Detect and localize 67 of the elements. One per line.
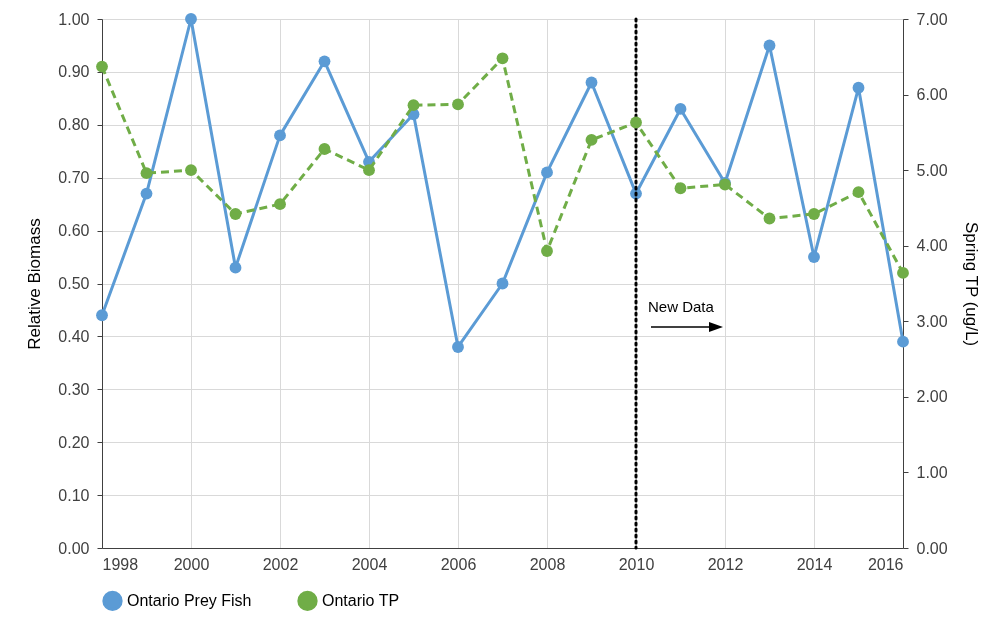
point: [674, 182, 687, 195]
point: [274, 198, 286, 211]
point: [185, 13, 197, 25]
y-tick-label: 0.70: [58, 169, 90, 187]
y2-tick-label: 1.00: [916, 463, 948, 481]
point: [96, 309, 108, 322]
y2-tick-label: 0.00: [916, 539, 948, 557]
y2-tick-label: 2.00: [916, 388, 948, 406]
x-tick-label: 2012: [707, 555, 744, 573]
point: [852, 81, 865, 94]
point: [407, 99, 420, 112]
y2-tick-label: 4.00: [916, 237, 948, 255]
y-tick-label: 0.80: [58, 116, 90, 134]
point: [140, 167, 153, 180]
point: [452, 341, 464, 353]
y-axis-title: Relative Biomass: [25, 218, 45, 350]
point: [897, 335, 909, 348]
point: [585, 134, 598, 146]
y-tick-label: 0.10: [58, 486, 90, 504]
point: [541, 245, 553, 257]
point: [496, 52, 509, 65]
x-tick-label: 2010: [618, 555, 655, 573]
point: [808, 251, 820, 263]
y-tick-label: 0.60: [58, 222, 90, 240]
y-tick-label: 0.90: [58, 63, 90, 81]
annotation: New Data: [648, 298, 715, 315]
x-tick-label: 2016: [867, 555, 904, 573]
point: [808, 208, 820, 220]
point: [96, 60, 108, 73]
y-tick-label: 0.20: [58, 433, 90, 451]
y2-axis-title: Spring TP (ug/L): [961, 221, 981, 347]
point: [585, 76, 598, 89]
y2-tick-label: 5.00: [916, 161, 948, 179]
x-tick-label: 2004: [351, 555, 388, 573]
point: [852, 186, 865, 198]
y-tick-label: 0.00: [58, 539, 90, 557]
point: [185, 164, 197, 177]
x-tick-label: 2006: [440, 555, 477, 573]
x-tick-label: 2014: [796, 555, 833, 573]
x-tick-label: 2002: [262, 555, 299, 573]
point: [363, 164, 375, 177]
point: [496, 277, 509, 290]
point: [763, 212, 776, 225]
point: [318, 55, 331, 68]
point: [541, 166, 553, 179]
point: [229, 261, 242, 274]
point: [897, 267, 909, 279]
legend-label: Ontario TP: [322, 591, 400, 609]
point: [452, 98, 464, 111]
point: [140, 187, 153, 200]
point: [674, 103, 687, 115]
point: [630, 116, 642, 129]
x-tick-label: 2000: [173, 555, 210, 573]
point: [763, 39, 776, 52]
legend-label: Ontario Prey Fish: [127, 591, 252, 609]
x-tick-label: 1998: [102, 555, 139, 573]
point: [274, 129, 286, 142]
point: [229, 208, 242, 220]
y2-tick-label: 6.00: [916, 86, 948, 104]
y-tick-label: 0.50: [58, 275, 90, 292]
y2-tick-label: 3.00: [916, 312, 948, 330]
x-tick-label: 2008: [529, 555, 566, 573]
y2-tick-label: 7.00: [916, 10, 948, 28]
point: [318, 143, 331, 155]
y-tick-label: 0.40: [58, 327, 90, 345]
y-tick-label: 0.30: [58, 380, 90, 398]
y-tick-label: 1.00: [58, 10, 90, 28]
